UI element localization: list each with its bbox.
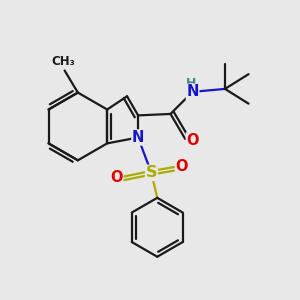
Text: N: N [132,130,144,145]
Text: CH₃: CH₃ [51,55,75,68]
Text: S: S [146,165,157,180]
Text: O: O [176,159,188,174]
Text: O: O [110,170,123,185]
Text: O: O [186,133,199,148]
Text: H: H [186,77,196,90]
Text: N: N [186,84,199,99]
